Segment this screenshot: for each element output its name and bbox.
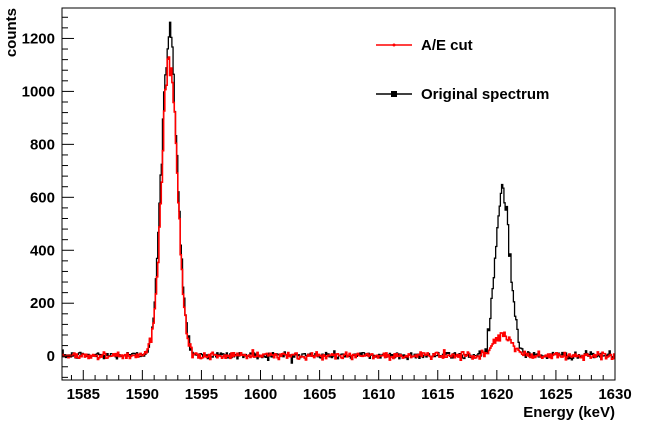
y-tick-label: 0	[47, 348, 55, 365]
x-tick-label: 1590	[126, 386, 159, 403]
x-tick-label: 1605	[303, 386, 336, 403]
y-tick-label: 400	[30, 242, 55, 259]
legend: A/E cut Original spectrum	[376, 37, 549, 103]
x-tick-label: 1610	[362, 386, 395, 403]
x-axis-title: Energy (keV)	[523, 404, 615, 421]
x-tick-label: 1620	[480, 386, 513, 403]
legend-marker	[391, 91, 397, 97]
x-tick-label: 1630	[598, 386, 631, 403]
y-axis-title: counts	[3, 8, 20, 57]
series-line-original-spectrum	[62, 21, 615, 364]
y-tick-label: 200	[30, 295, 55, 312]
series-line-ae-cut	[62, 56, 615, 362]
y-tick-label: 1200	[22, 30, 55, 47]
legend-label: A/E cut	[421, 37, 473, 54]
y-tick-label: 1000	[22, 83, 55, 100]
legend-label: Original spectrum	[421, 86, 549, 103]
plot-frame	[61, 7, 616, 381]
x-tick-label: 1600	[244, 386, 277, 403]
legend-marker	[392, 43, 396, 47]
y-tick-label: 800	[30, 136, 55, 153]
x-tick-label: 1625	[539, 386, 572, 403]
x-tick-label: 1615	[421, 386, 454, 403]
legend-entry-original-spectrum: Original spectrum	[376, 86, 549, 103]
legend-entry-ae-cut: A/E cut	[376, 37, 473, 54]
x-tick-label: 1595	[185, 386, 218, 403]
x-tick-label: 1585	[67, 386, 100, 403]
y-tick-label: 600	[30, 189, 55, 206]
